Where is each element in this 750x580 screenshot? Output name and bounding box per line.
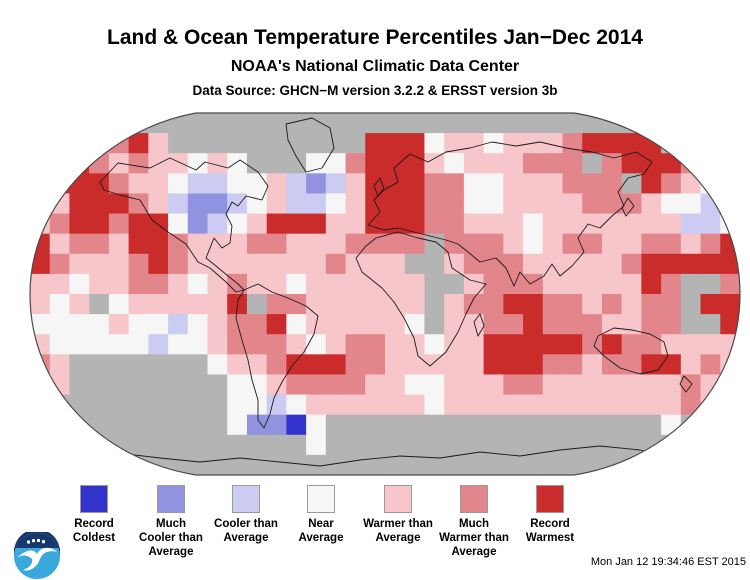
- data-source-caption: Data Source: GHCN−M version 3.2.2 & ERSS…: [192, 83, 558, 98]
- legend-swatch-much-cooler: [157, 485, 185, 513]
- coastline-outlines: [99, 117, 693, 467]
- map-border: [29, 112, 741, 476]
- legend-label: Much Warmer than Average: [439, 518, 509, 558]
- legend-item-near-average: Near Average: [279, 485, 363, 546]
- legend: Record Coldest Much Cooler than Average …: [0, 483, 750, 573]
- legend-label: Record Coldest: [72, 518, 116, 544]
- legend-swatch-record-warmest: [536, 485, 564, 513]
- legend-label: Cooler than Average: [214, 518, 278, 544]
- percentile-cells: [30, 113, 740, 475]
- legend-item-much-cooler: Much Cooler than Average: [129, 485, 213, 559]
- legend-item-record-warmest: Record Warmest: [508, 485, 592, 546]
- legend-label: Record Warmest: [525, 518, 575, 544]
- legend-item-cooler: Cooler than Average: [204, 485, 288, 546]
- world-percentile-map: [0, 100, 750, 480]
- legend-item-warmer: Warmer than Average: [356, 485, 440, 546]
- north-america-outline: [99, 157, 269, 293]
- generation-timestamp: Mon Jan 12 19:34:46 EST 2015: [590, 556, 746, 568]
- madagascar-outline: [473, 313, 485, 337]
- australia-outline: [593, 327, 669, 375]
- legend-swatch-cooler: [232, 485, 260, 513]
- noaa-logo: [14, 532, 60, 579]
- legend-item-much-warmer: Much Warmer than Average: [432, 485, 516, 559]
- map-svg: [29, 112, 741, 476]
- new-zealand-outline: [679, 375, 693, 393]
- uk-outline: [373, 177, 385, 197]
- legend-label: Warmer than Average: [363, 518, 433, 544]
- antarctica-outline: [109, 445, 665, 467]
- legend-swatch-warmer: [384, 485, 412, 513]
- legend-swatch-record-coldest: [80, 485, 108, 513]
- south-america-outline: [235, 283, 319, 429]
- legend-label: Much Cooler than Average: [139, 518, 203, 558]
- greenland-outline: [285, 117, 335, 173]
- page-subtitle: NOAA's National Climatic Data Center: [230, 58, 520, 75]
- legend-item-record-coldest: Record Coldest: [52, 485, 136, 546]
- africa-outline: [355, 231, 487, 367]
- noaa-gull-icon: [17, 547, 57, 571]
- legend-swatch-much-warmer: [460, 485, 488, 513]
- eurasia-outline: [367, 141, 653, 287]
- legend-label: Near Average: [298, 518, 344, 544]
- page-title: Land & Ocean Temperature Percentiles Jan…: [107, 26, 643, 49]
- legend-swatch-near-average: [307, 485, 335, 513]
- japan-outline: [621, 197, 635, 217]
